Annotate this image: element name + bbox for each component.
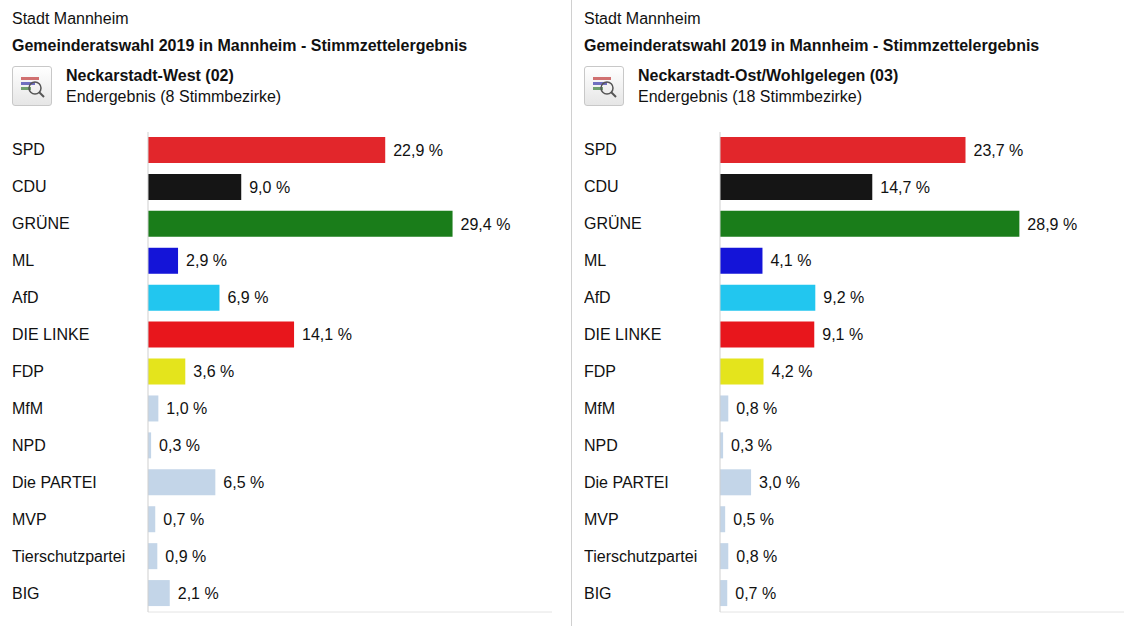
html-text:Stadt Mannheim: Stadt Mannheim [12, 10, 129, 27]
svg-text:3,6 %: 3,6 % [193, 363, 234, 380]
svg-text:CDU: CDU [584, 178, 619, 195]
svg-text:0,3 %: 0,3 % [731, 437, 772, 454]
svg-text:0,8 %: 0,8 % [736, 400, 777, 417]
svg-text:Die PARTEI: Die PARTEI [584, 474, 669, 491]
svg-text:Die PARTEI: Die PARTEI [12, 474, 97, 491]
svg-text:0,8 %: 0,8 % [736, 548, 777, 565]
svg-text:GRÜNE: GRÜNE [584, 215, 642, 232]
svg-text:AfD: AfD [584, 289, 611, 306]
svg-text:BIG: BIG [12, 585, 40, 602]
svg-text:ML: ML [12, 252, 34, 269]
svg-text:0,9 %: 0,9 % [165, 548, 206, 565]
svg-text:BIG: BIG [584, 585, 612, 602]
svg-text:SPD: SPD [584, 141, 617, 158]
svg-text:FDP: FDP [12, 363, 44, 380]
svg-text:NPD: NPD [584, 437, 618, 454]
svg-text:28,9 %: 28,9 % [1027, 216, 1077, 233]
svg-text:14,1 %: 14,1 % [302, 326, 352, 343]
svg-text:0,7 %: 0,7 % [735, 585, 776, 602]
svg-text:1,0 %: 1,0 % [166, 400, 207, 417]
svg-text:MfM: MfM [584, 400, 615, 417]
svg-text:0,5 %: 0,5 % [733, 511, 774, 528]
svg-text:2,9 %: 2,9 % [186, 252, 227, 269]
svg-text:6,5 %: 6,5 % [223, 474, 264, 491]
svg-text:14,7 %: 14,7 % [880, 179, 930, 196]
svg-text:2,1 %: 2,1 % [178, 585, 219, 602]
html-text:Gemeinderatswahl 2019 in Mannh: Gemeinderatswahl 2019 in Mannheim - Stim… [12, 37, 468, 54]
svg-text:29,4 %: 29,4 % [461, 216, 511, 233]
html-text:Neckarstadt-Ost/Wohlgelegen (0: Neckarstadt-Ost/Wohlgelegen (03) [638, 67, 899, 84]
svg-text:23,7 %: 23,7 % [974, 142, 1024, 159]
svg-text:9,1 %: 9,1 % [822, 326, 863, 343]
svg-text:NPD: NPD [12, 437, 46, 454]
svg-text:DIE LINKE: DIE LINKE [12, 326, 89, 343]
svg-text:SPD: SPD [12, 141, 45, 158]
html-text:Gemeinderatswahl 2019 in Mannh: Gemeinderatswahl 2019 in Mannheim - Stim… [584, 37, 1040, 54]
svg-text:22,9 %: 22,9 % [393, 142, 443, 159]
svg-text:MVP: MVP [12, 511, 47, 528]
svg-text:Tierschutzpartei: Tierschutzpartei [12, 548, 125, 565]
svg-text:9,0 %: 9,0 % [249, 179, 290, 196]
svg-text:4,1 %: 4,1 % [770, 252, 811, 269]
svg-text:GRÜNE: GRÜNE [12, 215, 70, 232]
svg-text:Tierschutzpartei: Tierschutzpartei [584, 548, 697, 565]
svg-text:3,0 %: 3,0 % [759, 474, 800, 491]
svg-text:4,2 %: 4,2 % [772, 363, 813, 380]
svg-text:FDP: FDP [584, 363, 616, 380]
html-text:Endergebnis (18 Stimmbezirke): Endergebnis (18 Stimmbezirke) [638, 88, 863, 105]
html-text:Neckarstadt-West (02): Neckarstadt-West (02) [66, 67, 234, 84]
svg-text:0,3 %: 0,3 % [159, 437, 200, 454]
svg-text:CDU: CDU [12, 178, 47, 195]
svg-text:0,7 %: 0,7 % [163, 511, 204, 528]
svg-text:DIE LINKE: DIE LINKE [584, 326, 661, 343]
svg-text:6,9 %: 6,9 % [227, 289, 268, 306]
svg-text:MVP: MVP [584, 511, 619, 528]
svg-text:MfM: MfM [12, 400, 43, 417]
svg-text:9,2 %: 9,2 % [823, 289, 864, 306]
svg-text:AfD: AfD [12, 289, 39, 306]
html-text:Endergebnis (8 Stimmbezirke): Endergebnis (8 Stimmbezirke) [66, 88, 282, 105]
svg-text:ML: ML [584, 252, 606, 269]
html-text:Stadt Mannheim: Stadt Mannheim [584, 10, 701, 27]
